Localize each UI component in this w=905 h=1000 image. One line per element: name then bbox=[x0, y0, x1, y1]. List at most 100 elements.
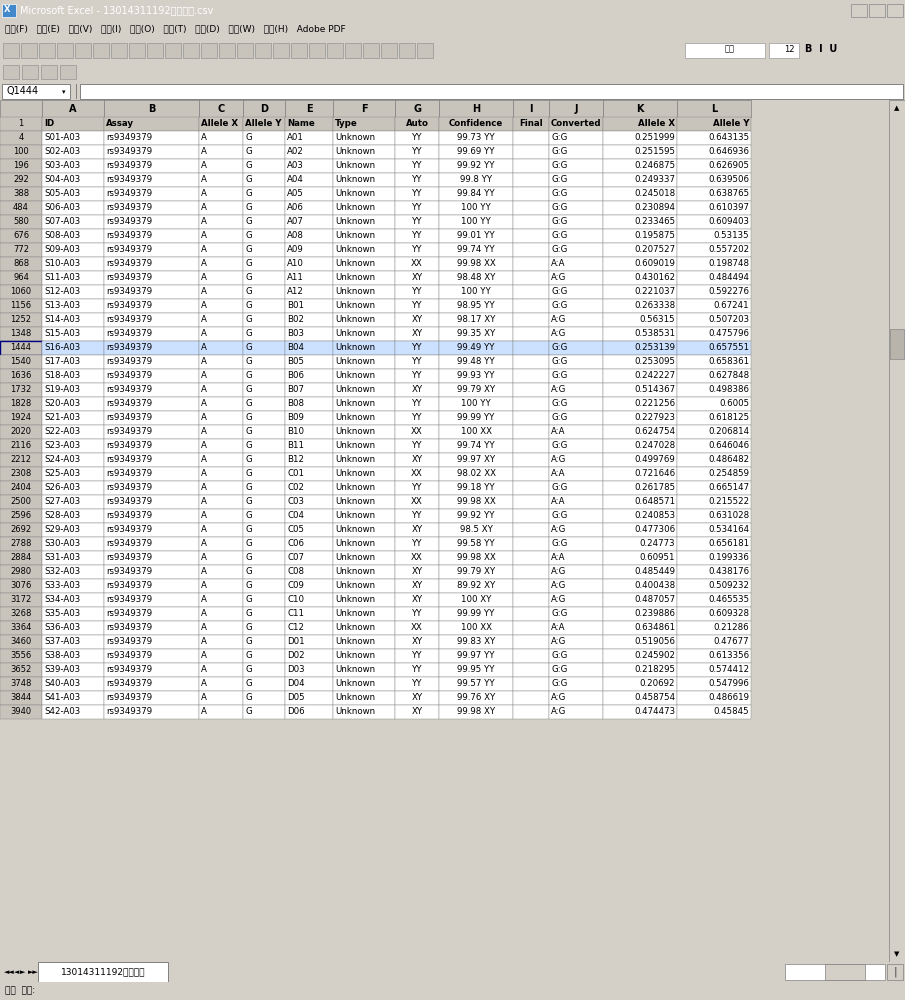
Bar bbox=[513, 243, 549, 257]
Bar bbox=[785, 964, 885, 980]
Text: C12: C12 bbox=[287, 624, 304, 632]
Text: 99.98 XX: 99.98 XX bbox=[457, 497, 495, 506]
Text: G:G: G:G bbox=[551, 680, 567, 688]
Text: 0.215522: 0.215522 bbox=[708, 497, 749, 506]
Text: S14-A03: S14-A03 bbox=[44, 316, 81, 324]
Text: Unknown: Unknown bbox=[335, 595, 376, 604]
Bar bbox=[395, 100, 439, 117]
Bar bbox=[285, 173, 333, 187]
Bar bbox=[549, 579, 603, 593]
Bar bbox=[333, 397, 395, 411]
Bar bbox=[243, 257, 285, 271]
Bar bbox=[0, 649, 42, 663]
Bar bbox=[549, 229, 603, 243]
Text: 0.477306: 0.477306 bbox=[634, 525, 675, 534]
Text: A: A bbox=[201, 525, 207, 534]
Bar bbox=[42, 100, 104, 117]
Bar bbox=[333, 369, 395, 383]
Text: S05-A03: S05-A03 bbox=[44, 190, 81, 198]
Bar bbox=[42, 369, 104, 383]
Text: 0.207527: 0.207527 bbox=[634, 245, 675, 254]
Bar bbox=[825, 964, 865, 980]
Bar bbox=[395, 453, 439, 467]
Text: G:G: G:G bbox=[551, 232, 567, 240]
Bar bbox=[104, 145, 199, 159]
Bar bbox=[549, 201, 603, 215]
Text: G: G bbox=[245, 399, 252, 408]
Bar bbox=[285, 369, 333, 383]
Text: Unknown: Unknown bbox=[335, 190, 376, 198]
Text: S09-A03: S09-A03 bbox=[44, 245, 81, 254]
Text: G: G bbox=[245, 176, 252, 184]
Bar bbox=[243, 100, 285, 117]
Bar bbox=[395, 677, 439, 691]
Bar bbox=[677, 215, 751, 229]
Bar bbox=[243, 285, 285, 299]
Text: A:A: A:A bbox=[551, 470, 566, 479]
Bar bbox=[395, 579, 439, 593]
Bar bbox=[104, 677, 199, 691]
Bar bbox=[111, 43, 127, 58]
Bar bbox=[199, 159, 243, 173]
Bar bbox=[285, 481, 333, 495]
Bar bbox=[243, 523, 285, 537]
Bar bbox=[199, 495, 243, 509]
Bar bbox=[285, 537, 333, 551]
Text: A:G: A:G bbox=[551, 316, 567, 324]
Bar bbox=[333, 173, 395, 187]
Bar bbox=[199, 131, 243, 145]
Bar bbox=[395, 271, 439, 285]
Text: Type: Type bbox=[335, 119, 357, 128]
Bar bbox=[333, 705, 395, 719]
Bar bbox=[439, 607, 513, 621]
Bar bbox=[603, 425, 677, 439]
Bar bbox=[199, 215, 243, 229]
Bar bbox=[549, 100, 603, 117]
Bar bbox=[201, 43, 217, 58]
Text: A:A: A:A bbox=[551, 497, 566, 506]
Bar bbox=[0, 117, 42, 131]
Bar bbox=[603, 145, 677, 159]
Bar bbox=[285, 117, 333, 131]
Text: G:G: G:G bbox=[551, 344, 567, 353]
Text: A: A bbox=[201, 414, 207, 422]
Text: Unknown: Unknown bbox=[335, 539, 376, 548]
Bar bbox=[104, 229, 199, 243]
Bar bbox=[439, 579, 513, 593]
Text: C07: C07 bbox=[287, 553, 304, 562]
Bar bbox=[199, 537, 243, 551]
Bar bbox=[243, 355, 285, 369]
Bar bbox=[104, 495, 199, 509]
Bar bbox=[363, 43, 379, 58]
Bar bbox=[255, 43, 271, 58]
Text: Unknown: Unknown bbox=[335, 288, 376, 296]
Text: S41-A03: S41-A03 bbox=[44, 694, 81, 702]
Bar bbox=[199, 145, 243, 159]
Text: XY: XY bbox=[412, 525, 423, 534]
Text: 100 YY: 100 YY bbox=[462, 204, 491, 213]
Text: YY: YY bbox=[412, 511, 423, 520]
Bar bbox=[677, 607, 751, 621]
Bar bbox=[677, 100, 751, 117]
Bar bbox=[42, 551, 104, 565]
Bar bbox=[285, 565, 333, 579]
Text: YY: YY bbox=[412, 680, 423, 688]
Text: rs9349379: rs9349379 bbox=[106, 511, 152, 520]
Bar bbox=[603, 229, 677, 243]
Text: YY: YY bbox=[412, 484, 423, 492]
Text: 99.58 YY: 99.58 YY bbox=[457, 539, 495, 548]
Bar bbox=[395, 509, 439, 523]
Text: rs9349379: rs9349379 bbox=[106, 147, 152, 156]
Text: S13-A03: S13-A03 bbox=[44, 302, 81, 310]
Bar bbox=[285, 100, 333, 117]
Bar bbox=[677, 439, 751, 453]
Bar bbox=[333, 411, 395, 425]
Text: S18-A03: S18-A03 bbox=[44, 371, 81, 380]
Text: YY: YY bbox=[412, 245, 423, 254]
Bar bbox=[677, 579, 751, 593]
Bar bbox=[549, 355, 603, 369]
Text: G: G bbox=[245, 708, 252, 716]
Bar bbox=[549, 453, 603, 467]
Bar bbox=[395, 621, 439, 635]
Bar bbox=[395, 551, 439, 565]
